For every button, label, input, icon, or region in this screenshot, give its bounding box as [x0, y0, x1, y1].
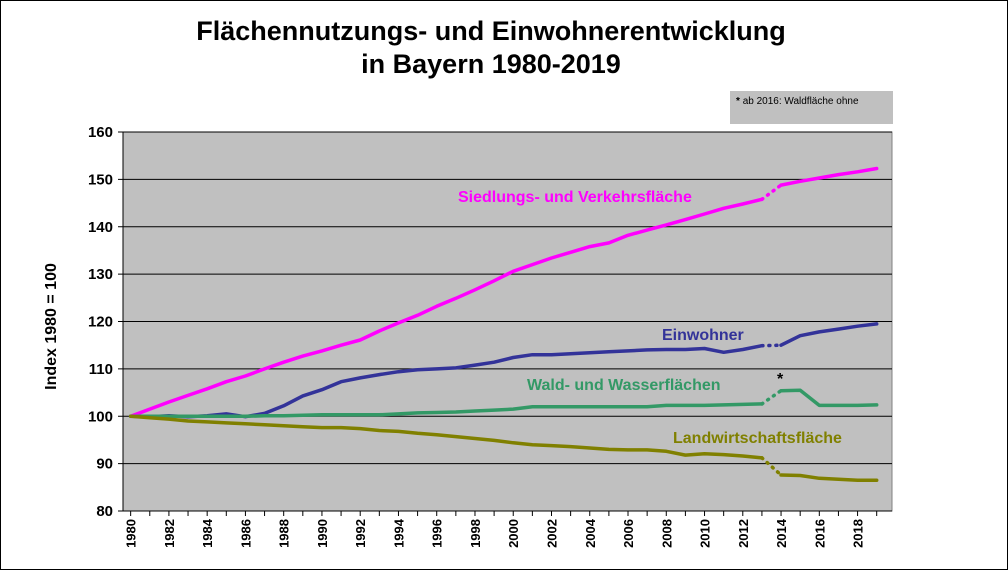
x-tick-label-1984: 1984	[200, 518, 215, 548]
y-tick-label-90: 90	[96, 456, 113, 473]
y-axis-label: Index 1980 = 100	[43, 263, 60, 390]
x-tick-label-2006: 2006	[621, 519, 636, 548]
x-tick-label-1994: 1994	[391, 518, 406, 548]
x-tick-label-1980: 1980	[124, 519, 139, 548]
x-tick-label-2004: 2004	[583, 518, 598, 548]
x-tick-label-1998: 1998	[468, 519, 483, 548]
series-break-einwohner	[760, 343, 783, 348]
y-tick-label-160: 160	[88, 124, 113, 141]
x-tick-label-2010: 2010	[698, 519, 713, 548]
x-tick-label-2000: 2000	[506, 519, 521, 548]
series-line-siedlung	[128, 197, 764, 419]
x-tick-label-1988: 1988	[277, 519, 292, 548]
series-label-wald: Wald- und Wasserflächen	[527, 377, 721, 394]
y-tick-label-80: 80	[96, 503, 113, 520]
x-tick-label-2016: 2016	[812, 519, 827, 548]
series-break-wald	[760, 388, 783, 406]
series-break-siedlung	[760, 183, 783, 202]
x-tick-label-2012: 2012	[736, 519, 751, 548]
series-line-landwirtschaft	[128, 414, 764, 460]
x-tick-label-1990: 1990	[315, 519, 330, 548]
footnote-marker-on-chart: *	[777, 371, 784, 388]
series-label-landwirtschaft: Landwirtschaftsfläche	[673, 430, 842, 447]
y-tick-label-120: 120	[88, 314, 113, 331]
x-tick-label-2014: 2014	[774, 518, 789, 548]
series-label-einwohner: Einwohner	[662, 327, 744, 344]
y-tick-label-100: 100	[88, 408, 113, 425]
chart-title-line2: in Bayern 1980-2019	[361, 49, 621, 79]
y-tick-label-110: 110	[89, 361, 113, 378]
y-tick-label-130: 130	[88, 266, 113, 283]
series-line-siedlung-after-break	[779, 166, 879, 187]
x-tick-label-1996: 1996	[430, 519, 445, 548]
chart-title-line1: Flächennutzungs- und Einwohnerentwicklun…	[196, 16, 786, 46]
footnote-text: ab 2016: Waldfläche ohne	[742, 96, 859, 107]
x-tick-label-2008: 2008	[659, 519, 674, 548]
x-tick-label-1986: 1986	[238, 519, 253, 548]
x-tick-label-2002: 2002	[544, 519, 559, 548]
series-line-wald-after-break	[779, 388, 879, 408]
series-line-einwohner-after-break	[779, 322, 879, 347]
chart-title: Flächennutzungs- und Einwohnerentwicklun…	[1, 15, 981, 81]
series-label-siedlung: Siedlungs- und Verkehrsfläche	[458, 189, 692, 206]
x-tick-label-2018: 2018	[851, 519, 866, 548]
series-break-landwirtschaft	[760, 456, 783, 477]
footnote-box: * ab 2016: Waldfläche ohne	[730, 91, 893, 124]
y-tick-label-150: 150	[88, 171, 113, 188]
series-line-landwirtschaft-after-break	[779, 473, 879, 482]
footnote-marker: *	[736, 96, 740, 107]
x-tick-label-1992: 1992	[353, 519, 368, 548]
x-tick-label-1982: 1982	[162, 519, 177, 548]
y-tick-label-140: 140	[88, 219, 113, 236]
series-line-wald	[128, 402, 764, 419]
